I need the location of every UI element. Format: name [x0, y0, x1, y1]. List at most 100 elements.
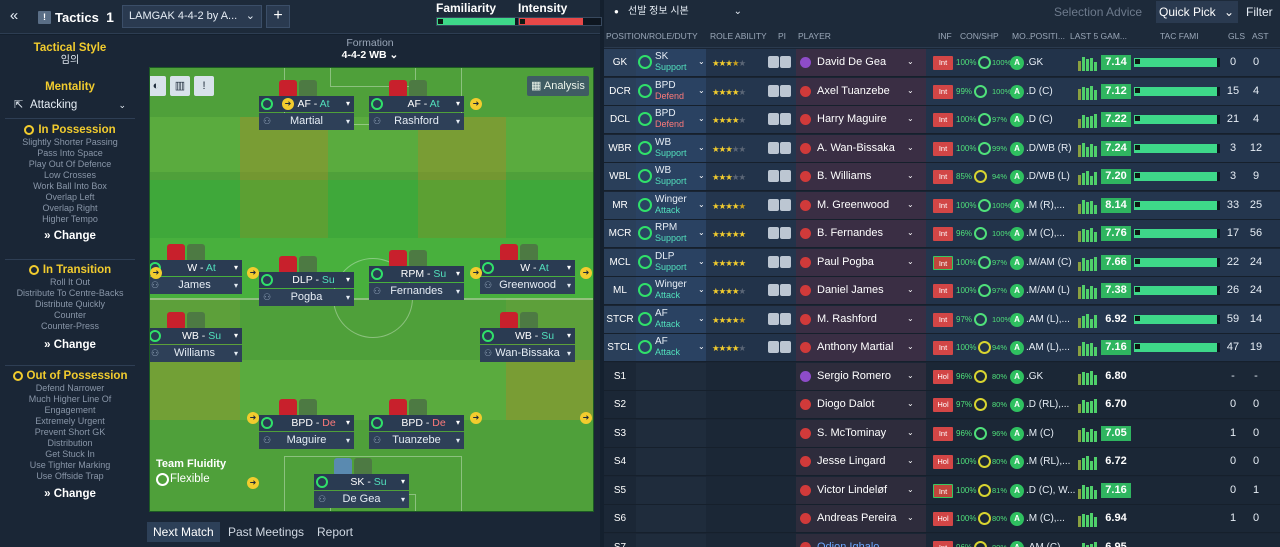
player-instructions-button[interactable]	[768, 341, 792, 355]
player-card[interactable]: DLP - Su ▾ ⚇ Pogba ▾	[259, 256, 354, 306]
column-header[interactable]: ROLE ABILITY	[710, 31, 767, 41]
table-row[interactable]: S2 Diogo Dalot ⌄ Hol 97% 80% A .D (RL),... 6.70 0…	[604, 391, 1280, 419]
role-select[interactable]: WB Support ⌄	[636, 134, 706, 162]
player-role[interactable]: RPM - Su ▾	[369, 266, 464, 282]
player-name-select[interactable]: ⚇ Fernandes ▾	[369, 283, 464, 300]
player-card[interactable]: W - At ▾ ⚇ James ▾	[150, 244, 242, 294]
player-card[interactable]: SK - Su ▾ ⚇ De Gea ▾	[314, 458, 409, 508]
player-cell[interactable]: Anthony Martial ⌄	[796, 334, 926, 361]
player-cell[interactable]: Jesse Lingard ⌄	[796, 448, 926, 475]
player-card[interactable]: BPD - De ▾ ⚇ Tuanzebe ▾	[369, 399, 464, 449]
player-card[interactable]: WB - Su ▾ ⚇ Wan-Bissaka ▾	[480, 312, 575, 362]
role-select[interactable]: WB Support ⌄	[636, 163, 706, 190]
player-name-select[interactable]: ⚇ Pogba ▾	[259, 289, 354, 306]
player-role[interactable]: WB - Su ▾	[480, 328, 575, 344]
tab-report[interactable]: Report	[317, 525, 354, 539]
out-of-possession-change-button[interactable]: » Change	[44, 488, 96, 500]
role-select[interactable]: Winger Attack ⌄	[636, 277, 706, 304]
player-role[interactable]: W - At ▾	[150, 260, 242, 276]
column-header[interactable]: LAST 5 GAM...	[1070, 31, 1128, 41]
column-header[interactable]: POSITION/ROLE/DUTY	[606, 31, 698, 41]
tactic-select[interactable]: LAMGAK 4-4-2 by A... ⌄	[122, 5, 262, 28]
player-role[interactable]: SK - Su ▾	[314, 474, 409, 490]
table-row[interactable]: WBR WB Support ⌄ ★★★★★ A. Wan-Bissaka ⌄ Int 100%…	[604, 134, 1280, 163]
table-row[interactable]: MR Winger Attack ⌄ ★★★★★ M. Greenwood ⌄ Int 100%…	[604, 191, 1280, 220]
column-header[interactable]: PLAYER	[798, 31, 831, 41]
player-cell[interactable]: M. Rashford ⌄	[796, 305, 926, 333]
tab-past-meetings[interactable]: Past Meetings	[228, 525, 305, 539]
column-header[interactable]: GLS	[1228, 31, 1246, 41]
formation-select[interactable]: 4-4-2 WB ⌄	[341, 49, 399, 61]
add-tactic-button[interactable]: +	[266, 5, 290, 28]
player-cell[interactable]: B. Williams ⌄	[796, 163, 926, 190]
table-row[interactable]: S1 Sergio Romero ⌄ Hol 96% 80% A .GK 6.80 - -	[604, 362, 1280, 391]
role-select[interactable]: BPD Defend ⌄	[636, 106, 706, 133]
player-instructions-button[interactable]	[768, 170, 792, 184]
player-cell[interactable]: M. Greenwood ⌄	[796, 191, 926, 219]
column-header[interactable]: MO...	[1012, 31, 1033, 41]
filter-button[interactable]: Filter	[1246, 5, 1273, 19]
player-card[interactable]: AF - At ▾ ⚇ Martial ▾	[259, 80, 354, 130]
player-cell[interactable]: Sergio Romero ⌄	[796, 362, 926, 390]
player-cell[interactable]: David De Gea ⌄	[796, 49, 926, 76]
pitch-view-button[interactable]: ◐	[150, 76, 166, 96]
player-name-select[interactable]: ⚇ Tuanzebe ▾	[369, 432, 464, 449]
player-role[interactable]: BPD - De ▾	[369, 415, 464, 431]
mentality-select[interactable]: ⇱ Attacking ⌄	[14, 97, 126, 113]
table-row[interactable]: STCR AF Attack ⌄ ★★★★★ M. Rashford ⌄ Int 97% 100%…	[604, 305, 1280, 334]
role-select[interactable]: Winger Attack ⌄	[636, 191, 706, 219]
column-header[interactable]: AST	[1252, 31, 1269, 41]
analysis-button[interactable]: ▦ Analysis	[527, 76, 589, 96]
player-role[interactable]: DLP - Su ▾	[259, 272, 354, 288]
view-select[interactable]: 선발 정보 시본⌄	[612, 3, 742, 21]
player-card[interactable]: AF - At ▾ ⚇ Rashford ▾	[369, 80, 464, 130]
column-header[interactable]: PI	[778, 31, 787, 41]
player-name-select[interactable]: ⚇ Martial ▾	[259, 113, 354, 130]
table-row[interactable]: S6 Andreas Pereira ⌄ Hol 100% 80% A .M (C),... 6…	[604, 505, 1280, 533]
role-select[interactable]: RPM Support ⌄	[636, 220, 706, 247]
player-instructions-button[interactable]	[768, 312, 792, 327]
table-row[interactable]: DCR BPD Defend ⌄ ★★★★★ Axel Tuanzebe ⌄ Int 99% 10…	[604, 77, 1280, 106]
instructions-icon[interactable]: !	[194, 76, 214, 96]
familiarity-meter[interactable]: Familiarity	[436, 2, 520, 30]
player-cell[interactable]: Andreas Pereira ⌄	[796, 505, 926, 532]
player-cell[interactable]: Axel Tuanzebe ⌄	[796, 77, 926, 105]
player-card[interactable]: RPM - Su ▾ ⚇ Fernandes ▾	[369, 250, 464, 300]
table-row[interactable]: ML Winger Attack ⌄ ★★★★★ Daniel James ⌄ Int 100%…	[604, 277, 1280, 305]
in-transition-change-button[interactable]: » Change	[44, 339, 96, 351]
tactics-tab[interactable]: ! Tactics	[32, 6, 105, 28]
stats-icon[interactable]: ▥	[170, 76, 190, 96]
column-header[interactable]: TAC FAMI	[1160, 31, 1199, 41]
player-cell[interactable]: Daniel James ⌄	[796, 277, 926, 304]
player-role[interactable]: W - At ▾	[480, 260, 575, 276]
player-cell[interactable]: A. Wan-Bissaka ⌄	[796, 134, 926, 162]
table-row[interactable]: STCL AF Attack ⌄ ★★★★★ Anthony Martial ⌄ Int 100…	[604, 334, 1280, 362]
player-role[interactable]: WB - Su ▾	[150, 328, 242, 344]
in-possession-change-button[interactable]: » Change	[44, 230, 96, 242]
player-instructions-button[interactable]	[768, 198, 792, 213]
table-row[interactable]: S7 Odion Ighalo ⌄ Int 96% 80% A .AM (C) 6.95	[604, 533, 1280, 547]
intensity-meter[interactable]: Intensity	[518, 2, 602, 30]
table-row[interactable]: S3 S. McTominay ⌄ Int 96% 96% A .M (C) 7.05 1 0	[604, 419, 1280, 448]
player-instructions-button[interactable]	[768, 84, 792, 99]
tactical-style-section[interactable]: Tactical Style 임의	[0, 41, 140, 67]
table-row[interactable]: MCL DLP Support ⌄ ★★★★★ Paul Pogba ⌄ Int 100% 97%…	[604, 248, 1280, 277]
player-card[interactable]: W - At ▾ ⚇ Greenwood ▾	[480, 244, 575, 294]
table-row[interactable]: WBL WB Support ⌄ ★★★★★ B. Williams ⌄ Int 85% 94% A…	[604, 163, 1280, 191]
tab-next-match[interactable]: Next Match	[147, 522, 220, 542]
role-select[interactable]: SK Support ⌄	[636, 49, 706, 76]
selection-advice-button[interactable]: Selection Advice	[1054, 5, 1143, 19]
table-row[interactable]: S5 Victor Lindeløf ⌄ Int 100% 81% A .D (C), W..…	[604, 476, 1280, 505]
role-select[interactable]: AF Attack ⌄	[636, 334, 706, 361]
column-header[interactable]: CON/SHP	[960, 31, 999, 41]
player-role[interactable]: BPD - De ▾	[259, 415, 354, 431]
player-name-select[interactable]: ⚇ Williams ▾	[150, 345, 242, 362]
player-name-select[interactable]: ⚇ Maguire ▾	[259, 432, 354, 449]
player-cell[interactable]: S. McTominay ⌄	[796, 419, 926, 447]
player-name-select[interactable]: ⚇ James ▾	[150, 277, 242, 294]
player-instructions-button[interactable]	[768, 284, 792, 298]
player-instructions-button[interactable]	[768, 141, 792, 156]
player-name-select[interactable]: ⚇ Greenwood ▾	[480, 277, 575, 294]
player-name-select[interactable]: ⚇ Rashford ▾	[369, 113, 464, 130]
quick-pick-button[interactable]: Quick Pick ⌄	[1156, 1, 1238, 23]
